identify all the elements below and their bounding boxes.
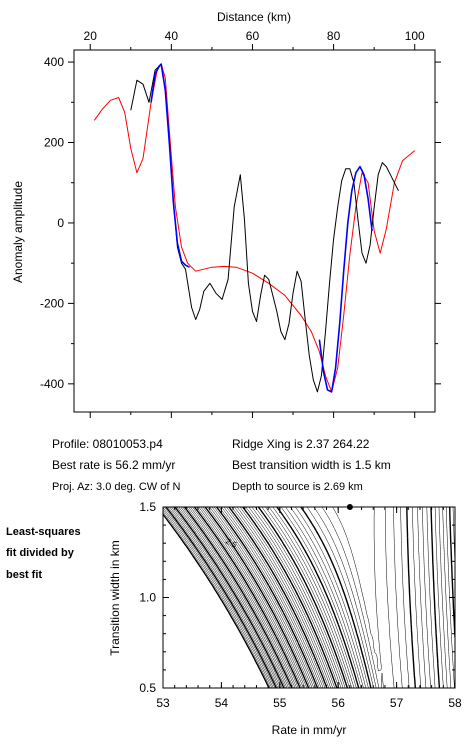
x-tick-label: 53 — [156, 696, 170, 710]
y-tick-label: 400 — [44, 55, 64, 69]
contour-line — [268, 507, 448, 688]
profile-y-axis-label: Anomaly amplitude — [11, 181, 25, 283]
contour-line — [167, 507, 279, 688]
x-tick-label: 20 — [84, 29, 98, 43]
contour-line — [182, 507, 291, 688]
contour-line — [290, 507, 427, 688]
contour-line — [285, 507, 431, 688]
contour-lines — [163, 507, 455, 688]
x-tick-label: 54 — [215, 696, 229, 710]
y-tick-label: 200 — [44, 136, 64, 150]
profile-chart: Distance (km) Anomaly amplitude 20 40 60 80… — [11, 10, 441, 418]
contour-line — [164, 507, 276, 688]
contour-line — [251, 507, 344, 688]
contour-line — [214, 507, 316, 688]
observed-profile — [130, 63, 399, 393]
profile-ticks: 20 40 60 80 100 400 200 0 -200 -400 — [40, 29, 441, 418]
y-tick-label: 0 — [57, 216, 64, 230]
contour-line — [257, 507, 455, 688]
contour-ticks: 53 54 55 56 57 58 0.5 1.0 1.5 — [139, 500, 462, 710]
contour-line — [193, 507, 301, 688]
fit-window-left — [150, 63, 190, 268]
contour-line — [178, 507, 288, 688]
contour-line — [272, 507, 444, 688]
contour-line — [163, 507, 274, 688]
contour-line — [254, 507, 455, 688]
best-rate: Best rate is 56.2 mm/yr — [52, 458, 175, 472]
side-label-line-3: best fit — [6, 569, 42, 581]
y-tick-label: 0.5 — [139, 681, 156, 695]
contour-line — [295, 507, 422, 688]
contour-x-axis-label: Rate in mm/yr — [272, 723, 347, 737]
contour-line — [248, 507, 342, 688]
contour-line — [221, 507, 322, 688]
contour-line — [186, 507, 294, 688]
contour-line — [228, 507, 328, 688]
model-curve — [93, 63, 416, 393]
contour-line — [174, 507, 285, 688]
contour-line — [306, 507, 410, 688]
contour-line — [200, 507, 306, 688]
profile-plot-frame — [73, 49, 436, 413]
contour-line — [216, 507, 319, 688]
contour-line — [234, 507, 332, 688]
contour-line — [313, 507, 403, 688]
y-tick-label: 1.0 — [139, 591, 156, 605]
contour-line — [239, 507, 336, 688]
contour-line — [321, 507, 395, 688]
x-tick-label: 56 — [332, 696, 346, 710]
x-tick-label: 55 — [273, 696, 287, 710]
contour-line — [276, 507, 441, 688]
contour-line — [236, 507, 334, 688]
profile-series — [93, 63, 416, 393]
contour-line — [204, 507, 310, 688]
contour-line — [190, 507, 298, 688]
side-label: Least-squares fit divided by best fit — [6, 526, 81, 581]
side-label-line-2: fit divided by — [6, 547, 75, 559]
contour-y-axis-label: Transition width in km — [108, 540, 122, 656]
contour-line — [163, 509, 273, 688]
x-tick-label: 57 — [390, 696, 404, 710]
profile-id: Profile: 08010053.p4 — [52, 437, 163, 451]
contour-line — [211, 507, 315, 688]
contour-line — [171, 507, 282, 688]
contour-line — [163, 513, 270, 688]
y-tick-label: 1.5 — [139, 500, 156, 514]
profile-info: Profile: 08010053.p4 Best rate is 56.2 m… — [52, 437, 391, 493]
contour-line — [245, 507, 340, 688]
x-tick-label: 100 — [405, 29, 425, 43]
x-tick-label: 58 — [448, 696, 462, 710]
x-tick-label: 80 — [327, 29, 341, 43]
profile-x-axis-label: Distance (km) — [217, 10, 291, 24]
contour-line — [332, 507, 384, 688]
projection-azimuth: Proj. Az: 3.0 deg. CW of N — [52, 481, 180, 493]
contour-line — [196, 507, 302, 688]
fit-window-right — [318, 165, 373, 393]
contour-line — [223, 507, 324, 688]
best-fit-marker — [346, 504, 353, 510]
x-tick-label: 40 — [165, 29, 179, 43]
ridge-crossing: Ridge Xing is 2.37 264.22 — [232, 437, 370, 451]
depth-to-source: Depth to source is 2.69 km — [232, 481, 363, 493]
side-label-line-1: Least-squares — [6, 526, 81, 538]
contour-line — [300, 507, 416, 688]
misfit-contour-chart: 53 54 55 56 57 58 0.5 1.0 1.5 Rate in mm/yr Tran… — [108, 500, 462, 737]
contour-line — [163, 511, 271, 688]
x-tick-label: 60 — [246, 29, 260, 43]
best-transition-width: Best transition width is 1.5 km — [232, 458, 391, 472]
contour-line — [207, 507, 311, 688]
y-tick-label: -200 — [40, 296, 64, 310]
contour-line — [198, 507, 304, 688]
y-tick-label: -400 — [40, 377, 64, 391]
contour-line — [280, 507, 436, 688]
contour-line — [265, 507, 452, 688]
contour-line — [192, 507, 299, 688]
contour-line — [226, 507, 326, 688]
contour-line — [261, 507, 455, 688]
